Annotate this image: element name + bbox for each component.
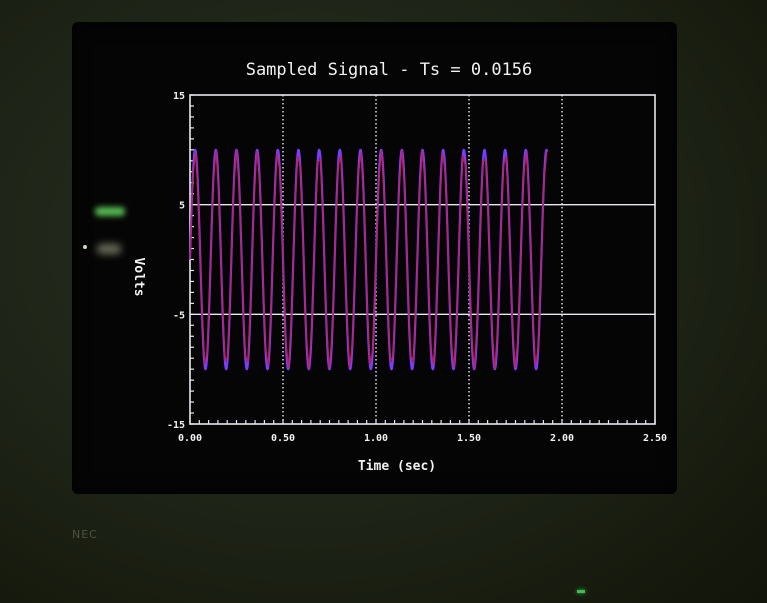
y-tick-label: -15 [167, 420, 185, 431]
x-tick-label: 1.00 [364, 433, 388, 444]
y-tick-label: 5 [179, 201, 185, 212]
sampled-signal-line [189, 149, 548, 370]
x-tick-label: 2.50 [643, 433, 667, 444]
crt-screen: Sampled Signal - Ts = 0.0156 0.00 0.50 1.0… [72, 22, 677, 494]
x-tick-label: 0.00 [178, 433, 202, 444]
sampled-signal-chart: Sampled Signal - Ts = 0.0156 0.00 0.50 1.0… [131, 60, 667, 474]
power-led [577, 590, 585, 593]
plot-frame [189, 94, 656, 425]
grid-layer [189, 94, 656, 425]
x-tick-label: 1.50 [457, 433, 481, 444]
plot-layer [188, 148, 549, 371]
tick-layer: 0.00 0.50 1.00 1.50 2.00 2.50 15 5 -5 -15 [167, 91, 667, 444]
chart-title: Sampled Signal - Ts = 0.0156 [246, 60, 533, 80]
x-axis-label: Time (sec) [358, 459, 436, 474]
x-tick-label: 2.00 [550, 433, 574, 444]
screen-glare [83, 245, 87, 249]
x-tick-label: 0.50 [271, 433, 295, 444]
y-tick-label: 15 [173, 91, 185, 102]
screen-glare [95, 207, 125, 216]
y-axis-label: Volts [131, 257, 146, 296]
y-tick-label: -5 [173, 310, 185, 321]
screen-glare [97, 244, 121, 254]
monitor-brand-label: NEC [72, 528, 98, 541]
